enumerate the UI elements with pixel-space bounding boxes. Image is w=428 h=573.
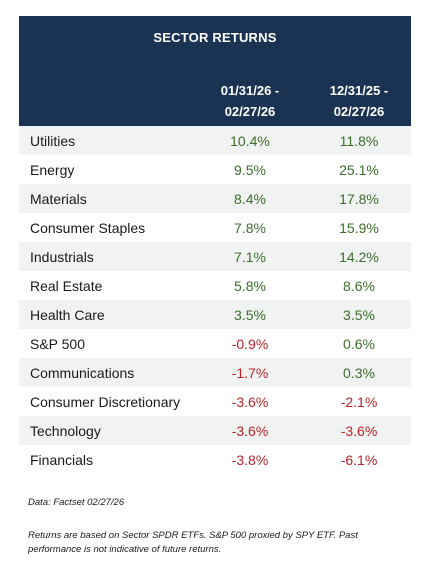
ytd-return-value: 3.5% [343,307,375,323]
table-row: Energy 9.5% 25.1% [19,155,411,184]
sector-name: Consumer Staples [30,220,146,236]
table-header: SECTOR RETURNS 01/31/26 - 02/27/26 12/31… [19,16,411,126]
month-return-value: -3.6% [231,394,269,410]
month-return-value: -1.7% [231,365,269,381]
ytd-return-value: 11.8% [339,133,379,149]
ytd-return-value: 25.1% [339,162,379,178]
ytd-return-value: 14.2% [339,249,379,265]
sector-name: Real Estate [30,278,103,294]
month-return-value: 10.4% [230,133,270,149]
disclaimer-note: Returns are based on Sector SPDR ETFs. S… [28,530,358,555]
column-header-month: 01/31/26 - 02/27/26 [200,80,300,122]
table-row: Communications -1.7% 0.3% [19,358,411,387]
data-source: Data: Factset 02/27/26 [28,497,125,508]
sector-name: Industrials [30,249,94,265]
sector-name: S&P 500 [30,336,86,352]
column-header-ytd: 12/31/25 - 02/27/26 [309,80,409,122]
sector-returns-table: SECTOR RETURNS 01/31/26 - 02/27/26 12/31… [19,16,411,474]
sector-name: Technology [30,423,101,439]
table-row: Consumer Staples 7.8% 15.9% [19,213,411,242]
table-row: Industrials 7.1% 14.2% [19,242,411,271]
table-body: Utilities 10.4% 11.8% Energy 9.5% 25.1% Materi… [19,126,411,474]
month-return-value: 7.8% [234,220,266,236]
month-return-value: 5.8% [234,278,266,294]
ytd-return-value: 8.6% [343,278,375,294]
sector-name: Utilities [30,133,76,149]
ytd-return-value: -2.1% [340,394,378,410]
month-return-value: -3.8% [231,452,269,468]
sector-name: Communications [30,365,135,381]
column-header-month-line1: 01/31/26 - [220,83,280,98]
column-header-ytd-line2: 02/27/26 [333,104,385,119]
month-return-value: 7.1% [234,249,266,265]
month-return-value: 9.5% [234,162,266,178]
ytd-return-value: -3.6% [340,423,378,439]
table-row: Real Estate 5.8% 8.6% [19,271,411,300]
month-return-value: -0.9% [231,336,269,352]
column-header-month-line2: 02/27/26 [224,104,276,119]
sector-name: Consumer Discretionary [30,394,181,410]
ytd-return-value: 0.6% [343,336,375,352]
table-row: Health Care 3.5% 3.5% [19,300,411,329]
sector-name: Energy [30,162,75,178]
month-return-value: -3.6% [231,423,269,439]
ytd-return-value: 0.3% [343,365,375,381]
table-row: Utilities 10.4% 11.8% [19,126,411,155]
sector-name: Financials [30,452,94,468]
ytd-return-value: -6.1% [340,452,378,468]
ytd-return-value: 17.8% [339,191,379,207]
table-row: Financials -3.8% -6.1% [19,445,411,474]
month-return-value: 3.5% [234,307,266,323]
column-header-ytd-line1: 12/31/25 - [329,83,389,98]
table-row: Technology -3.6% -3.6% [19,416,411,445]
table-row: S&P 500 -0.9% 0.6% [19,329,411,358]
sector-name: Health Care [30,307,105,323]
table-title: SECTOR RETURNS [153,30,277,45]
ytd-return-value: 15.9% [339,220,379,236]
table-row: Consumer Discretionary -3.6% -2.1% [19,387,411,416]
month-return-value: 8.4% [234,191,266,207]
table-row: Materials 8.4% 17.8% [19,184,411,213]
sector-name: Materials [30,191,87,207]
